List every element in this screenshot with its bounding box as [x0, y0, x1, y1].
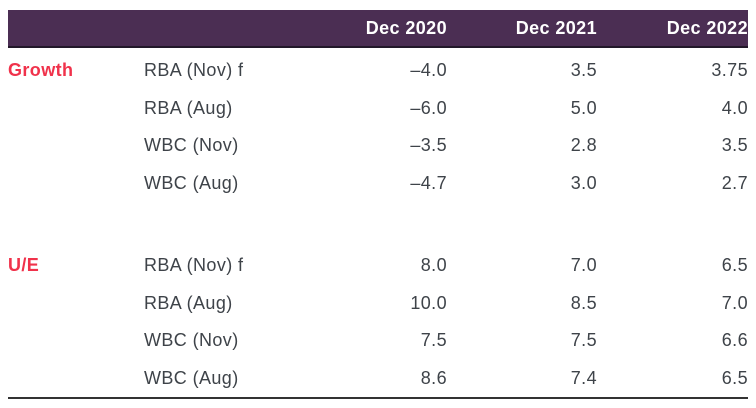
row-label: RBA (Aug)	[144, 97, 233, 118]
value-dec-2022: 4.0	[721, 97, 748, 118]
table-row: WBC (Aug) –4.7 3.0 2.7	[8, 165, 748, 203]
row-label: RBA (Nov) f	[144, 255, 244, 276]
table-row: Growth RBA (Nov) f –4.0 3.5 3.75	[8, 52, 748, 90]
column-header-dec-2021: Dec 2021	[515, 17, 597, 38]
section-gap	[8, 202, 748, 247]
value-dec-2020: 8.0	[420, 255, 447, 276]
value-dec-2021: 2.8	[570, 135, 597, 156]
value-dec-2021: 7.4	[570, 367, 597, 388]
value-dec-2021: 3.5	[570, 60, 597, 81]
value-dec-2020: –3.5	[410, 135, 447, 156]
table-row: RBA (Aug) 10.0 8.5 7.0	[8, 285, 748, 323]
value-dec-2022: 3.75	[711, 60, 748, 81]
value-dec-2021: 3.0	[570, 172, 597, 193]
table-row: U/E RBA (Nov) f 8.0 7.0 6.5	[8, 247, 748, 285]
forecast-table: Dec 2020 Dec 2021 Dec 2022 Growth RBA (N…	[8, 10, 748, 399]
table-bottom-border	[8, 397, 748, 399]
table-body: Growth RBA (Nov) f –4.0 3.5 3.75 RBA (Au…	[8, 48, 748, 397]
value-dec-2020: –6.0	[410, 97, 447, 118]
value-dec-2020: 8.6	[420, 367, 447, 388]
group-label: Growth	[8, 60, 74, 81]
value-dec-2021: 5.0	[570, 97, 597, 118]
row-label: RBA (Nov) f	[144, 60, 244, 81]
value-dec-2020: 10.0	[410, 292, 447, 313]
table-row: WBC (Aug) 8.6 7.4 6.5	[8, 360, 748, 398]
value-dec-2020: –4.0	[410, 60, 447, 81]
group-label: U/E	[8, 255, 40, 276]
table-row: RBA (Aug) –6.0 5.0 4.0	[8, 90, 748, 128]
value-dec-2022: 3.5	[721, 135, 748, 156]
column-header-dec-2020: Dec 2020	[365, 17, 447, 38]
row-label: WBC (Nov)	[144, 135, 239, 156]
value-dec-2020: 7.5	[420, 330, 447, 351]
value-dec-2020: –4.7	[410, 172, 447, 193]
table-row: WBC (Nov) 7.5 7.5 6.6	[8, 322, 748, 360]
column-header-dec-2022: Dec 2022	[666, 17, 748, 38]
table-header-row: Dec 2020 Dec 2021 Dec 2022	[8, 10, 748, 48]
row-label: WBC (Nov)	[144, 330, 239, 351]
value-dec-2022: 7.0	[721, 292, 748, 313]
value-dec-2021: 7.0	[570, 255, 597, 276]
row-label: RBA (Aug)	[144, 292, 233, 313]
value-dec-2022: 2.7	[721, 172, 748, 193]
value-dec-2021: 8.5	[570, 292, 597, 313]
table-row: WBC (Nov) –3.5 2.8 3.5	[8, 127, 748, 165]
row-label: WBC (Aug)	[144, 172, 239, 193]
value-dec-2021: 7.5	[570, 330, 597, 351]
value-dec-2022: 6.5	[721, 255, 748, 276]
row-label: WBC (Aug)	[144, 367, 239, 388]
value-dec-2022: 6.6	[721, 330, 748, 351]
value-dec-2022: 6.5	[721, 367, 748, 388]
